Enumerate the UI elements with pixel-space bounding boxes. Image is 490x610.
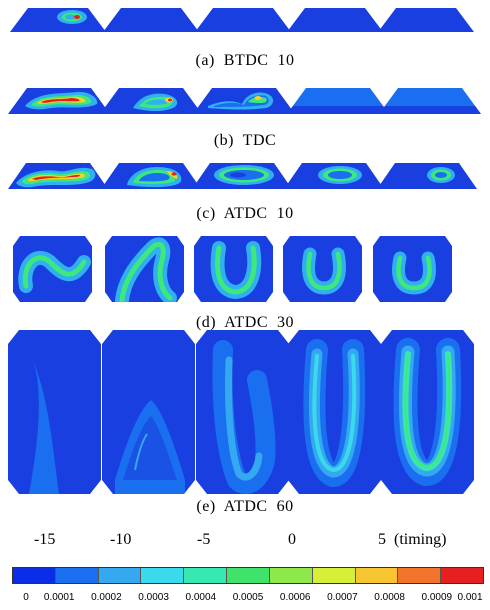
color-legend-labels: 0 0.0001 0.0002 0.0003 0.0004 0.0005 0.0006 0.0… (0, 592, 490, 606)
timing-label: 5 (timing) (378, 531, 447, 548)
legend-swatch (398, 568, 442, 583)
legend-label: 0.0002 (91, 592, 122, 603)
panel-e3 (196, 330, 289, 494)
timing-label: 0 (288, 531, 296, 548)
panel-c3 (192, 163, 292, 189)
panel-a3 (195, 8, 291, 32)
panel-b3 (193, 88, 295, 114)
legend-swatch (355, 568, 399, 583)
panel-b2 (100, 88, 202, 114)
panel-a2 (103, 8, 199, 32)
panel-e1 (8, 330, 101, 494)
legend-label: 0.0004 (185, 592, 217, 603)
caption-b: (b) TDC (213, 132, 277, 149)
legend-label: 0.0006 (279, 592, 311, 603)
legend-label: 0 (23, 592, 29, 603)
panel-a5 (378, 8, 474, 32)
panel-e4 (288, 330, 381, 494)
panel-a4 (287, 8, 383, 32)
legend-label: 0.0001 (43, 592, 75, 603)
legend-swatch (141, 568, 185, 583)
legend-label: 0.0003 (138, 592, 169, 603)
timing-labels: -15 -10 -5 0 5 (timing) (0, 531, 490, 555)
caption-c: (c) ATDC 10 (196, 205, 294, 222)
panel-d1 (13, 236, 92, 302)
panel-a1 (10, 8, 106, 32)
color-legend-bar (12, 567, 484, 584)
legend-swatch (312, 568, 356, 583)
caption-a: (a) BTDC 10 (195, 52, 295, 69)
row-c-panels (8, 163, 477, 189)
legend-label: 0.0008 (374, 592, 405, 603)
caption-d: (d) ATDC 30 (195, 314, 295, 331)
timing-label: -5 (197, 531, 211, 548)
panel-c5 (377, 163, 477, 189)
legend-label: 0.001 (457, 592, 483, 603)
legend-label: 0.0009 (421, 592, 453, 603)
panel-d2 (105, 236, 184, 302)
panel-c1 (8, 163, 108, 189)
panel-b4 (287, 88, 389, 114)
timing-label: -10 (110, 531, 132, 548)
legend-swatch (227, 568, 270, 583)
panel-e2 (102, 330, 195, 494)
legend-swatch (55, 568, 99, 583)
legend-swatch (441, 568, 483, 583)
panel-b5 (379, 88, 481, 114)
legend-swatch (13, 568, 56, 583)
legend-label: 0.0005 (232, 592, 264, 603)
row-b-panels (8, 88, 481, 114)
caption-e: (e) ATDC 60 (196, 498, 294, 515)
legend-label: 0.0007 (327, 592, 358, 603)
panel-d3 (194, 236, 273, 302)
panel-d5 (373, 236, 452, 302)
timing-label: -15 (34, 531, 56, 548)
legend-swatch (98, 568, 142, 583)
legend-swatch (269, 568, 313, 583)
legend-swatch (184, 568, 228, 583)
row-e-panels (8, 330, 474, 494)
row-d-panels (13, 236, 452, 302)
row-a-panels (10, 8, 474, 32)
panel-c4 (284, 163, 384, 189)
panel-b1 (8, 88, 110, 114)
panel-c2 (101, 163, 201, 189)
panel-e5 (381, 330, 474, 494)
panel-d4 (283, 236, 362, 302)
